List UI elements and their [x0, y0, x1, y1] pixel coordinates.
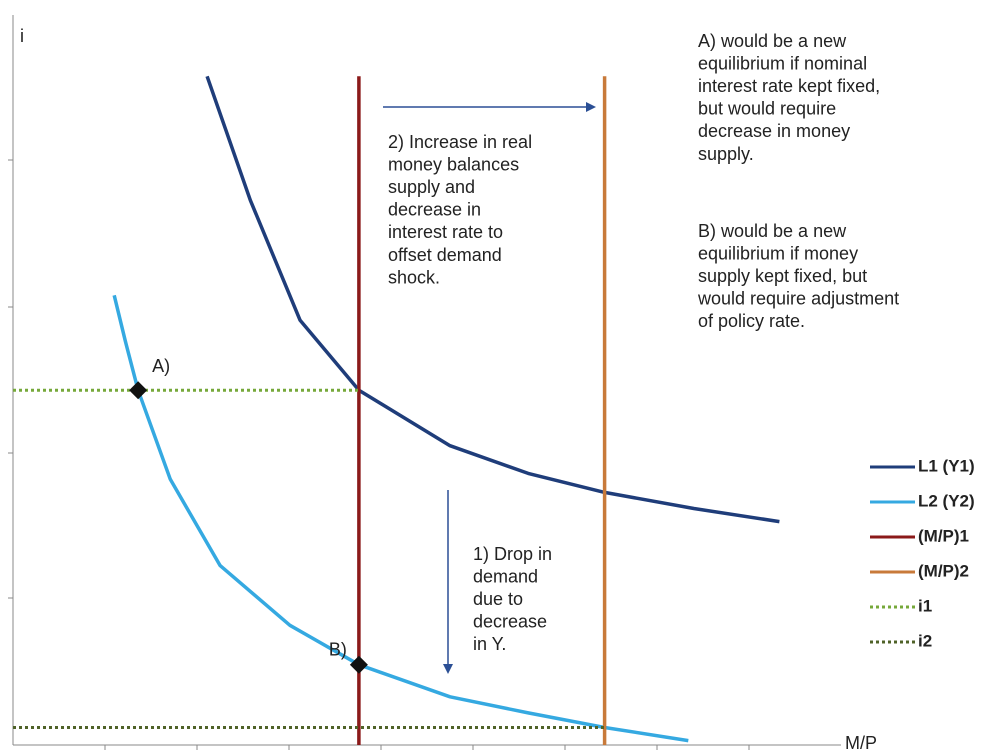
legend-label: L1 (Y1) — [918, 456, 975, 475]
annotation-line: shock. — [388, 267, 440, 287]
series-line — [205, 75, 780, 524]
axes — [8, 15, 841, 750]
annotation-line: B) would be a new — [698, 221, 847, 241]
plot — [13, 75, 780, 745]
x-axis-label: M/P — [845, 733, 877, 753]
annotation-line: equilibrium if money — [698, 243, 858, 263]
legend-label: L2 (Y2) — [918, 491, 975, 510]
y-axis-label: i — [20, 26, 24, 46]
annotation-line: decrease — [473, 612, 547, 632]
annotation-line: equilibrium if nominal — [698, 53, 867, 73]
legend-label: (M/P)1 — [918, 526, 969, 545]
point-label: B) — [329, 639, 347, 659]
annotation-line: due to — [473, 589, 523, 609]
annotation-line: demand — [473, 566, 538, 586]
series-line — [112, 294, 689, 743]
equilibrium-point — [129, 381, 148, 400]
annotation-line: 1) Drop in — [473, 544, 552, 564]
annotation-line: A) would be a new — [698, 31, 847, 51]
equilibrium-point — [349, 655, 368, 674]
annotation-line: supply. — [698, 144, 754, 164]
annotation-line: of policy rate. — [698, 311, 805, 331]
annotation-line: supply and — [388, 177, 475, 197]
legend-label: (M/P)2 — [918, 561, 969, 580]
annotation-line: decrease in money — [698, 121, 850, 141]
annotation-line: decrease in — [388, 200, 481, 220]
annotation-line: supply kept fixed, but — [698, 266, 867, 286]
annotation-line: but would require — [698, 99, 836, 119]
annotation-line: money balances — [388, 154, 519, 174]
annotation-line: would require adjustment — [697, 289, 899, 309]
point-label: A) — [152, 356, 170, 376]
legend-label: i1 — [918, 596, 932, 615]
annotation-line: 2) Increase in real — [388, 132, 532, 152]
annotation-line: in Y. — [473, 634, 506, 654]
legend-label: i2 — [918, 631, 932, 650]
annotation-line: offset demand — [388, 245, 502, 265]
annotation-line: interest rate kept fixed, — [698, 76, 880, 96]
annotation-line: interest rate to — [388, 222, 503, 242]
